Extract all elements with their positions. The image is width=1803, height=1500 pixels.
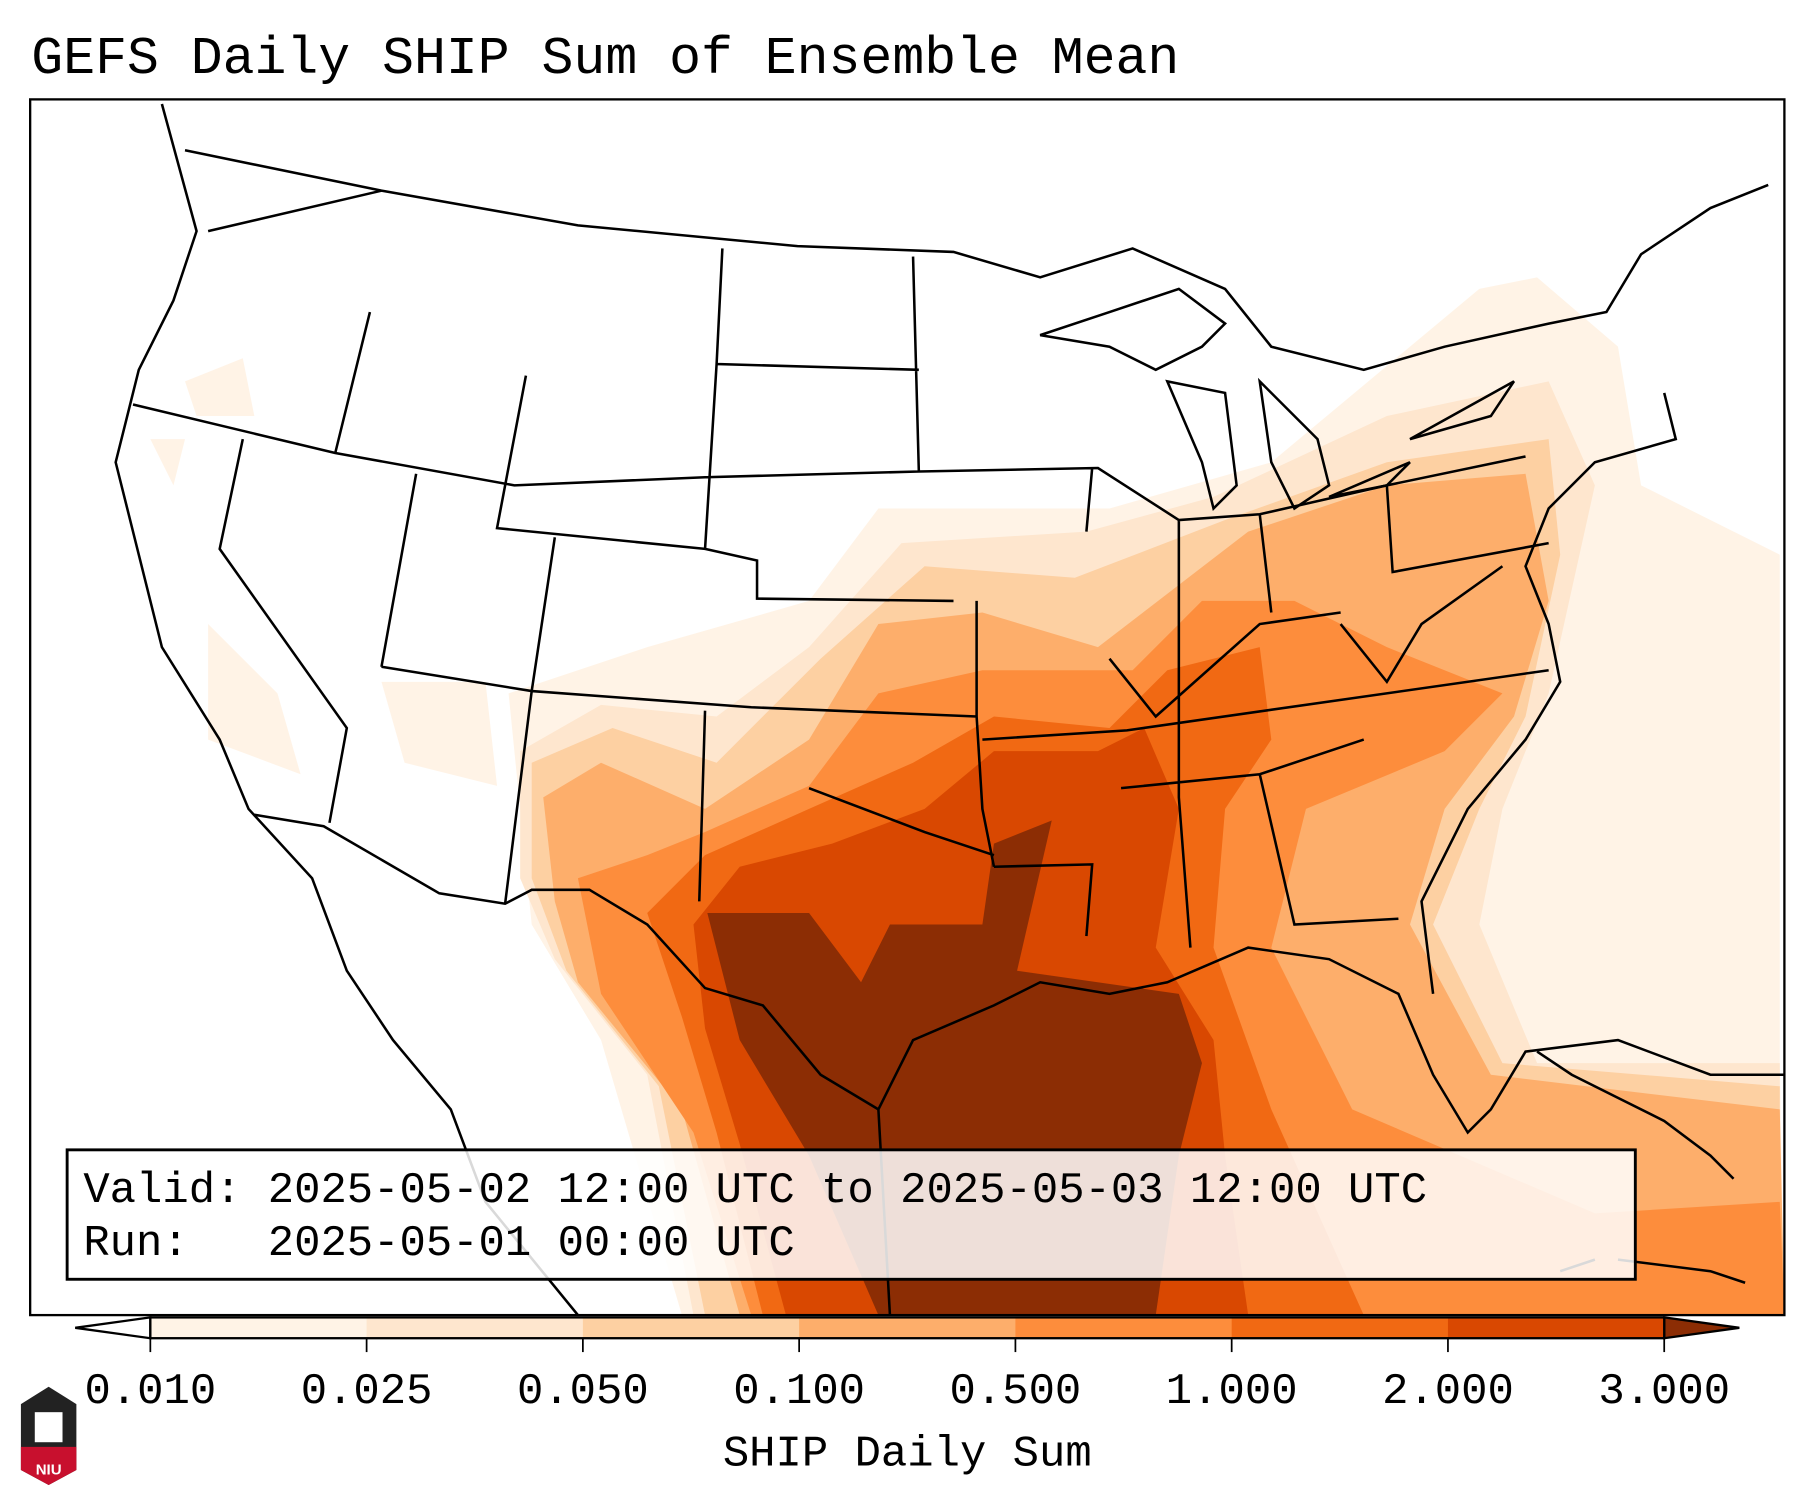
- colorbar-segment: [150, 1317, 368, 1339]
- colorbar-tick-label: 0.010: [84, 1367, 216, 1417]
- boundaries: [114, 103, 1785, 1316]
- colorbar-tick-label: 0.050: [517, 1367, 649, 1417]
- colorbar-segment: [1231, 1317, 1449, 1339]
- us-canada-border: [184, 148, 1769, 372]
- colorbar-tick-label: 0.100: [733, 1367, 865, 1417]
- coastline: [114, 103, 1785, 1316]
- colorbar-segment: [1015, 1317, 1233, 1339]
- figure-title: GEFS Daily SHIP Sum of Ensemble Mean: [31, 29, 1179, 89]
- colorbar-segment: [799, 1317, 1016, 1339]
- state-lines: [132, 189, 1549, 948]
- mexico-border: [254, 813, 880, 1111]
- map-frame: [29, 98, 1786, 1317]
- colorbar-tick-label: 2.000: [1382, 1367, 1514, 1417]
- colorbar: 0.010 0.025 0.050 0.100 0.500 1.000 2.000 3.000: [75, 1316, 1740, 1417]
- info-box: Valid: 2025-05-02 12:00 UTC to 2025-05-0…: [65, 1148, 1637, 1281]
- colorbar-label: SHIP Daily Sum: [723, 1429, 1092, 1479]
- colorbar-segment: [582, 1317, 800, 1339]
- colorbar-tick-label: 0.025: [301, 1367, 433, 1417]
- colorbar-tick-label: 3.000: [1598, 1367, 1730, 1417]
- valid-time-text: Valid: 2025-05-02 12:00 UTC to 2025-05-0…: [83, 1166, 1427, 1216]
- niu-logo-text: NIU: [36, 1462, 62, 1479]
- colorbar-under-arrow: [75, 1316, 152, 1340]
- colorbar-segment: [366, 1317, 584, 1339]
- colorbar-over-arrow: [1663, 1316, 1740, 1340]
- colorbar-segment: [1447, 1317, 1665, 1339]
- colorbar-tick-label: 1.000: [1166, 1367, 1298, 1417]
- run-time-text: Run: 2025-05-01 00:00 UTC: [83, 1219, 794, 1269]
- colorbar-tick-label: 0.500: [950, 1367, 1082, 1417]
- map: [29, 98, 1786, 1317]
- great-lakes: [1039, 287, 1516, 511]
- colorbar-frame: [149, 1316, 1666, 1340]
- niu-logo: NIU: [20, 1386, 77, 1485]
